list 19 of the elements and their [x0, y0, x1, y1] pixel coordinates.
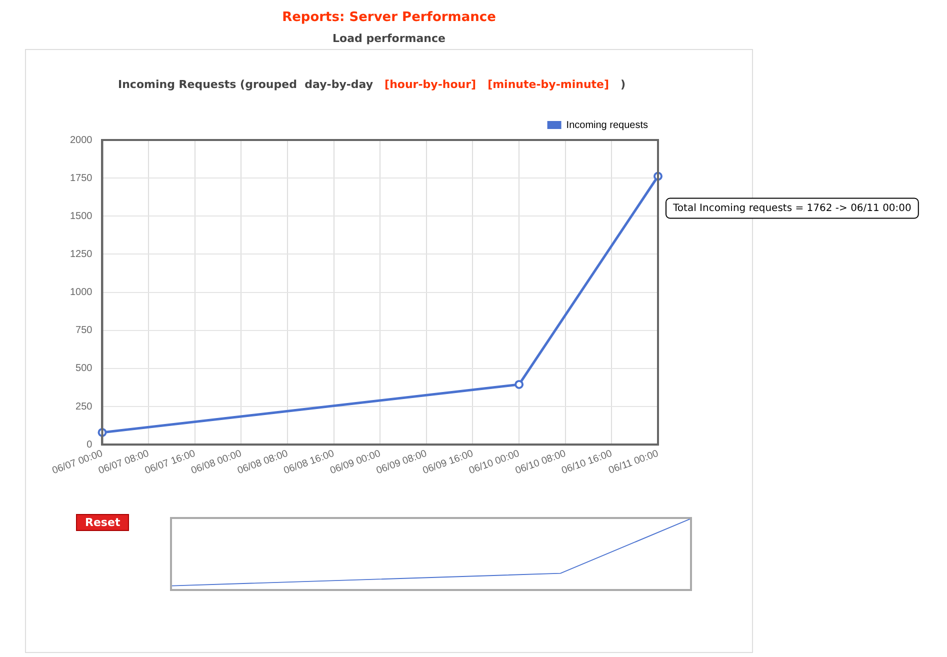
y-tick-label: 1000 [70, 287, 93, 298]
point [514, 380, 524, 389]
chart-title: Reports: Server Performance [281, 10, 497, 25]
legend-label: Incoming requests [566, 120, 648, 131]
text: Incoming Requests (grouped day-by-day [118, 78, 374, 91]
chart-subtitle: Load performance [332, 32, 446, 45]
text: [minute-by-minute] [486, 78, 610, 91]
y-tick-label: 750 [76, 325, 93, 336]
y-tick-label: 2000 [70, 134, 93, 146]
y-tick-label: 1250 [70, 248, 93, 260]
y-tick-label: 1750 [70, 172, 93, 184]
y-tick-label: 500 [76, 363, 93, 374]
text: Total Incoming requests = 1762 -> 06/11 00:00 [672, 202, 912, 214]
y-tick-label: 250 [76, 401, 93, 412]
text: ) [620, 78, 626, 91]
y-tick-label: 0 [86, 439, 93, 450]
y-tick-label: 1500 [70, 210, 93, 222]
text: [hour-by-hour] [384, 78, 476, 91]
reset-button[interactable]: Reset [76, 514, 130, 531]
